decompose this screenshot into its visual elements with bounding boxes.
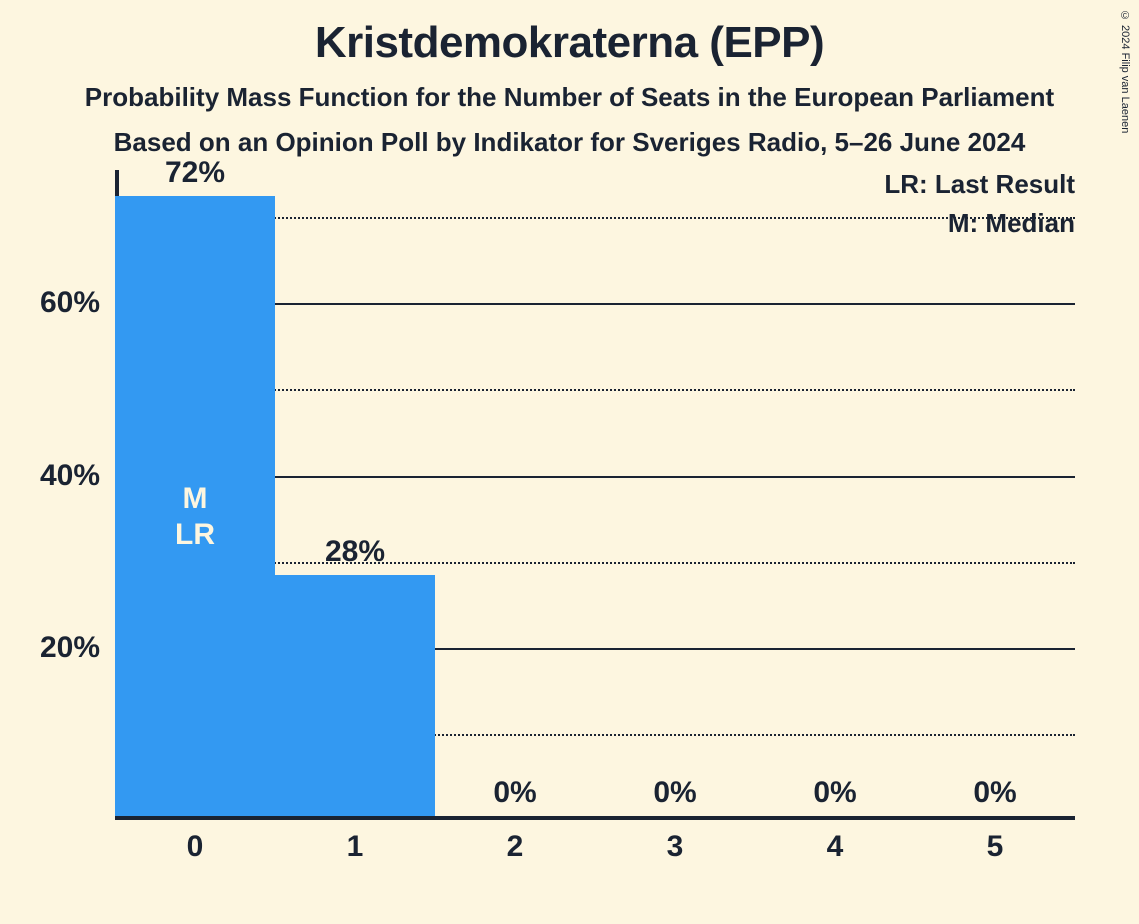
y-tick-label: 60% bbox=[40, 286, 100, 320]
legend: LR: Last Result M: Median bbox=[884, 165, 1075, 243]
bar-value-label: 0% bbox=[973, 776, 1016, 810]
x-tick-label: 4 bbox=[827, 830, 844, 864]
median-marker: M bbox=[175, 481, 215, 517]
inbar-labels: MLR bbox=[175, 481, 215, 553]
legend-m: M: Median bbox=[884, 204, 1075, 243]
chart-subtitle-1: Probability Mass Function for the Number… bbox=[0, 82, 1139, 113]
x-tick-label: 3 bbox=[667, 830, 684, 864]
x-tick-label: 0 bbox=[187, 830, 204, 864]
bar-value-label: 0% bbox=[813, 776, 856, 810]
bar-value-label: 0% bbox=[653, 776, 696, 810]
chart-subtitle-2: Based on an Opinion Poll by Indikator fo… bbox=[0, 127, 1139, 158]
last-result-marker: LR bbox=[175, 517, 215, 553]
bar-value-label: 28% bbox=[325, 535, 385, 569]
chart-title: Kristdemokraterna (EPP) bbox=[0, 0, 1139, 68]
copyright-text: © 2024 Filip van Laenen bbox=[1119, 10, 1131, 133]
y-tick-label: 20% bbox=[40, 631, 100, 665]
bar-value-label: 72% bbox=[165, 156, 225, 190]
x-tick-label: 2 bbox=[507, 830, 524, 864]
bar-value-label: 0% bbox=[493, 776, 536, 810]
bar bbox=[275, 575, 435, 816]
legend-lr: LR: Last Result bbox=[884, 165, 1075, 204]
chart-plot-area: LR: Last Result M: Median 72%MLR28%0%0%0… bbox=[115, 200, 1075, 820]
x-axis-line bbox=[115, 816, 1075, 820]
y-tick-label: 40% bbox=[40, 459, 100, 493]
x-tick-label: 5 bbox=[987, 830, 1004, 864]
x-tick-label: 1 bbox=[347, 830, 364, 864]
